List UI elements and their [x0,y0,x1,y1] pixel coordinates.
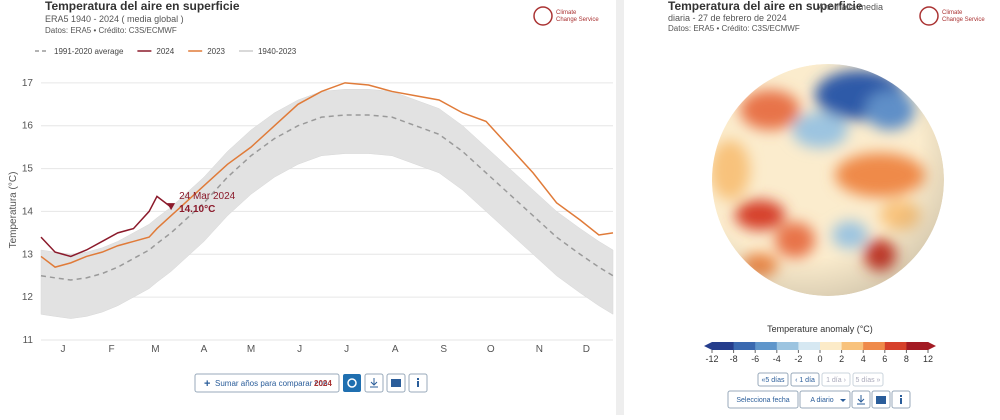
x-tick-label: A [201,344,208,355]
y-tick-label: 16 [22,121,34,132]
forward-5-button[interactable]: 5 días » [852,372,884,387]
range-band [40,89,614,319]
y-tick-label: 11 [23,335,34,346]
compare-button[interactable]: + Sumar años para comparar con 2024 [194,373,340,393]
mode-dropdown[interactable]: A diario [799,390,851,409]
title: Temperatura del aire en superficie [45,0,240,13]
legend-label: 2024 [156,47,174,56]
logo-text: Change Service [942,17,985,23]
credit: Datos: ERA5 • Crédito: C3S/ECMWF [668,24,800,33]
colorbar-tick-label: -6 [751,354,759,364]
y-tick-label: 14 [22,206,34,217]
logo-text: Climate [942,10,963,16]
colorbar-segment [712,342,735,350]
compare-year: 2024 [314,379,332,388]
button-label: «5 días [762,377,785,384]
camera-button[interactable] [386,373,406,393]
colorbar-segment [884,342,907,350]
button-label: 5 días » [856,377,881,384]
colorbar-tick-label: 2 [839,354,844,364]
colorbar-segment [906,342,929,350]
legend-label: 1991-2020 average [54,47,124,56]
colorbar-tick-label: 6 [882,354,887,364]
colorbar-tick-label: -8 [730,354,738,364]
back-1-button[interactable]: ‹ 1 día [790,372,820,387]
x-tick-label: M [247,344,255,355]
colorbar-tick-label: -2 [794,354,802,364]
colorbar-tick-label: 4 [861,354,866,364]
info-button[interactable] [891,390,911,409]
colorbar-segment [863,342,886,350]
colorbar-tick-label: 0 [817,354,822,364]
legend-label: 1940-2023 [258,47,297,56]
colorbar-tick-label: -4 [773,354,781,364]
annotation-date: 24 Mar 2024 [179,191,236,202]
button-label: ‹ 1 día [795,377,815,384]
series-line [40,82,614,268]
colorbar-arrow [704,342,712,350]
info-button[interactable] [408,373,428,393]
y-tick-label: 12 [22,292,34,303]
divider [616,0,624,415]
reset-button[interactable] [343,374,361,392]
subtitle: ERA5 1940 - 2024 ( media global ) [45,14,184,24]
download-button[interactable] [364,373,384,393]
subtitle: diaria - 27 de febrero de 2024 [668,13,787,23]
camera-button[interactable] [871,390,891,409]
download-button[interactable] [851,390,871,409]
compare-label: Sumar años para comparar con [215,379,328,388]
colorbar-tick-label: 12 [923,354,933,364]
colorbar-title: Temperature anomaly (°C) [767,324,873,334]
globe-map [712,64,944,296]
x-tick-label: F [108,344,114,355]
colorbar-segment [755,342,778,350]
colorbar-segment [776,342,799,350]
x-tick-label: J [344,344,349,355]
colorbar-segment [841,342,864,350]
button-label: 1 día › [826,377,847,384]
logo: Climate Change Service [533,6,599,26]
colorbar-segment [820,342,843,350]
x-tick-label: J [60,344,65,355]
y-axis-label: Temperatura (°C) [8,172,19,249]
legend-label: 2023 [207,47,225,56]
back-5-button[interactable]: «5 días [757,372,789,387]
x-tick-label: D [583,344,590,355]
forward-1-button[interactable]: 1 día › [821,372,851,387]
svg-text:+: + [204,378,210,390]
annotation-value: 14.10°C [179,204,215,215]
logo: Climate Change Service [919,6,985,26]
logo-text: Climate [556,10,577,16]
x-tick-label: N [536,344,543,355]
y-tick-label: 13 [22,249,34,260]
x-tick-label: S [440,344,447,355]
button-label: Selecciona fecha [736,397,789,404]
colorbar-arrow [928,342,936,350]
button-label: A diario [810,397,833,404]
colorbar-segment [798,342,821,350]
x-tick-label: J [297,344,302,355]
colorbar-tick-label: 8 [904,354,909,364]
x-tick-label: A [392,344,399,355]
title: Temperatura del aire en superficie [668,0,863,13]
subtitle: Anomalía media [818,2,883,12]
annotation-marker [167,203,176,211]
logo-text: Change Service [556,17,599,23]
x-tick-label: O [487,344,495,355]
series-line [40,114,614,281]
colorbar-tick-label: -12 [705,354,718,364]
select-date-button[interactable]: Selecciona fecha [727,390,799,409]
y-tick-label: 15 [22,164,34,175]
x-tick-label: M [151,344,159,355]
series-line [40,195,172,258]
credit: Datos: ERA5 • Crédito: C3S/ECMWF [45,26,177,35]
colorbar-segment [733,342,756,350]
y-tick-label: 17 [22,78,34,89]
